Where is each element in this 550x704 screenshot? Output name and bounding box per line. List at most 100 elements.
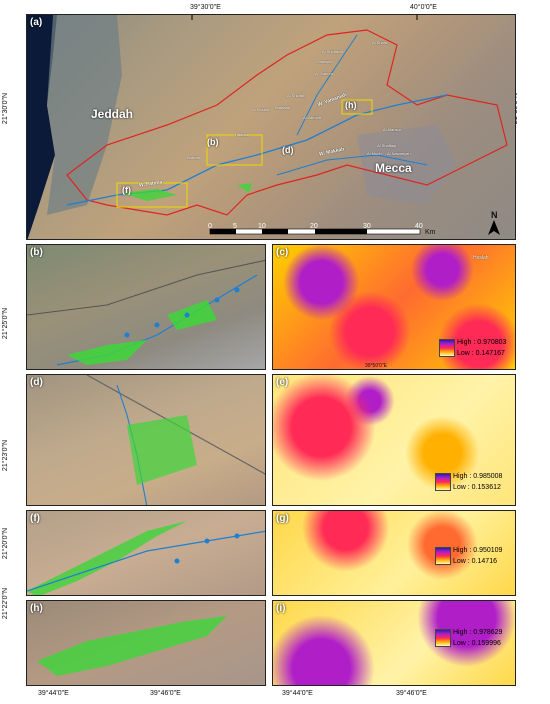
vegetation-patch [167, 300, 217, 330]
box-label-b: (b) [207, 137, 219, 147]
panel-label-a: (a) [30, 17, 43, 28]
box-h [341, 99, 373, 115]
legend-i: High : 0.978629 Low : 0.159996 [435, 629, 515, 651]
sample-point [184, 312, 190, 318]
lon-label-top-right: 40°0'0"E [410, 4, 437, 11]
legend-high: High : 0.985008 [453, 473, 503, 480]
scale-tick-label: 30 [363, 223, 371, 230]
panel-label-i: (i) [276, 603, 286, 614]
panel-f-satellite: (f) [26, 510, 266, 596]
legend-g: High : 0.950109 Low : 0.14716 [435, 547, 515, 569]
place-label: Al Shohada [322, 49, 343, 54]
panel-b-svg [27, 259, 265, 366]
lat-label-f: 21°20'0"N [2, 527, 10, 560]
scale-tick-label: 5 [233, 223, 237, 230]
panel-f-svg [27, 521, 265, 595]
vegetation-patch [37, 616, 227, 676]
scale-bar-segment [315, 229, 367, 234]
panel-label-c: (c) [276, 247, 289, 258]
lon-label-c-top: 39°50'0"E [365, 363, 387, 369]
panel-b-satellite: (b) [26, 244, 266, 370]
city-label-mecca: Mecca [375, 161, 412, 175]
north-arrow-icon [488, 220, 500, 235]
lon-label-bottom-4: 39°46'0"E [396, 690, 427, 697]
panel-c-index-map: (c) Hoslah 39°50'0"E High : 0.970803 Low… [272, 244, 516, 370]
place-label: Al Shami [372, 40, 389, 45]
vegetation-patch [67, 340, 147, 365]
lat-label-b: 21°25'0"N [2, 307, 10, 340]
sample-point [234, 533, 240, 539]
sample-point [204, 538, 210, 544]
sample-point [154, 322, 160, 328]
mecca-urban [357, 125, 457, 205]
scale-tick-label: 10 [258, 223, 266, 230]
place-label: Bahrah [187, 155, 200, 160]
box-label-h: (h) [345, 100, 357, 110]
panel-label-d: (d) [30, 377, 43, 388]
legend-high: High : 0.978629 [453, 629, 503, 636]
panel-a-overview-map: (a) Jeddah Mecca W. Fatima W. Makkah W. … [26, 14, 516, 240]
place-label: Al Shaffaqi [377, 143, 397, 148]
lon-label-bottom-1: 39°44'0"E [38, 690, 69, 697]
panel-label-f: (f) [30, 513, 40, 524]
sample-point [124, 332, 130, 338]
north-label: N [491, 210, 498, 220]
place-label: Haddah [235, 132, 250, 137]
legend-high: High : 0.950109 [453, 547, 503, 554]
lon-label-bottom-3: 39°44'0"E [282, 690, 313, 697]
place-label: Sarawat [317, 59, 332, 64]
place-label: Al Mansur [383, 127, 402, 132]
vegetation-patch [27, 521, 187, 595]
lat-label-left: 21°30'0"N [2, 92, 10, 125]
scale-unit: Km [425, 229, 436, 236]
lon-label-bottom-2: 39°46'0"E [150, 690, 181, 697]
sample-point [214, 297, 220, 303]
scale-tick-label: 20 [310, 223, 318, 230]
place-label: Al Zaimah [303, 115, 322, 120]
box-label-d: (d) [282, 145, 294, 155]
legend-color-ramp [435, 629, 451, 647]
place-label: Al Mudh [367, 151, 382, 156]
lon-label-top-left: 39°30'0"E [190, 4, 221, 11]
legend-low: Low : 0.14716 [453, 558, 497, 565]
scale-tick-label: 0 [208, 223, 212, 230]
legend-color-ramp [439, 339, 455, 357]
box-b [206, 134, 263, 166]
box-f [116, 182, 188, 208]
panel-label-e: (e) [276, 377, 289, 388]
panel-d-svg [86, 375, 265, 505]
vegetation-patch [127, 415, 197, 485]
legend-color-ramp [435, 547, 451, 565]
legend-low: Low : 0.159996 [453, 640, 501, 647]
lat-label-d: 21°23'0"N [2, 439, 10, 472]
overview-map-svg [27, 15, 508, 239]
sample-point [234, 287, 240, 293]
legend-low: Low : 0.147167 [457, 350, 505, 357]
sample-point [174, 558, 180, 564]
city-label-jeddah: Jeddah [91, 107, 134, 121]
vegetation-patch [122, 189, 177, 201]
panel-d-satellite: (d) [26, 374, 266, 506]
panel-h-svg [37, 616, 227, 676]
vegetation-patch [237, 183, 252, 193]
place-label: Al Jumum [315, 71, 333, 76]
place-label: Al Shidrah [287, 93, 306, 98]
town-label: Hoslah [473, 255, 489, 261]
panel-i-index-map: (i) High : 0.978629 Low : 0.159996 [272, 600, 516, 686]
legend-e: High : 0.985008 Low : 0.153612 [435, 473, 515, 495]
box-label-f: (f) [122, 185, 131, 195]
place-label: Baraban [275, 105, 291, 110]
road-line [27, 259, 265, 316]
legend-c: High : 0.970803 Low : 0.147167 [439, 339, 515, 361]
scale-bar-segment [210, 229, 236, 234]
panel-g-index-map: (g) High : 0.950109 Low : 0.14716 [272, 510, 516, 596]
legend-high: High : 0.970803 [457, 339, 507, 346]
panel-h-satellite: (h) [26, 600, 266, 686]
wadi-line [27, 530, 265, 592]
scale-tick-label: 40 [415, 223, 423, 230]
panel-label-h: (h) [30, 603, 43, 614]
wadi-makkah-line [276, 154, 428, 176]
watershed-boundary [66, 29, 508, 216]
panel-e-index-map: (e) High : 0.985008 Low : 0.153612 [272, 374, 516, 506]
place-label: Al Nawariyah [387, 151, 411, 156]
